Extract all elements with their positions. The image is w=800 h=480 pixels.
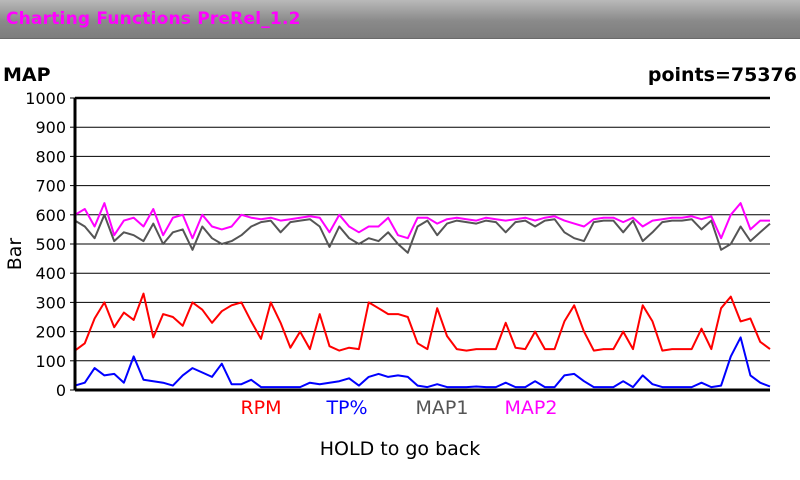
legend-item-tp: TP% bbox=[325, 397, 367, 419]
series-line-map1 bbox=[74, 213, 771, 254]
y-tick-label: 0 bbox=[56, 381, 66, 400]
y-axis-label: Bar bbox=[4, 238, 26, 271]
chart-title: MAP bbox=[3, 64, 51, 86]
y-axis-ticks: 0 100 200 300 400 500 600 700 800 900 1000 bbox=[25, 89, 75, 400]
app-title: Charting Functions PreRel_1.2 bbox=[6, 9, 301, 29]
y-tick-label: 500 bbox=[35, 235, 66, 254]
y-tick-label: 300 bbox=[35, 293, 66, 312]
y-tick-label: 700 bbox=[35, 177, 66, 196]
app-title-bar: Charting Functions PreRel_1.2 bbox=[0, 0, 800, 39]
y-tick-label: 900 bbox=[35, 118, 66, 137]
legend: RPM TP% MAP1 MAP2 bbox=[240, 397, 557, 419]
chart-series bbox=[74, 202, 771, 389]
chart-grid bbox=[75, 96, 770, 362]
legend-item-rpm: RPM bbox=[240, 397, 281, 419]
series-line-map2 bbox=[74, 202, 770, 240]
series-line-rpm bbox=[74, 292, 771, 352]
y-tick-label: 400 bbox=[35, 264, 66, 283]
points-count: points=75376 bbox=[647, 64, 797, 86]
legend-item-map2: MAP2 bbox=[505, 397, 558, 419]
back-hint[interactable]: HOLD to go back bbox=[319, 438, 481, 460]
chart-axes bbox=[73, 98, 770, 392]
y-tick-label: 100 bbox=[35, 352, 66, 371]
series-line-tp bbox=[74, 336, 771, 389]
y-tick-label: 800 bbox=[35, 147, 66, 166]
y-tick-label: 600 bbox=[35, 206, 66, 225]
y-tick-label: 1000 bbox=[25, 89, 66, 108]
y-tick-label: 200 bbox=[35, 323, 66, 342]
legend-item-map1: MAP1 bbox=[416, 397, 469, 419]
